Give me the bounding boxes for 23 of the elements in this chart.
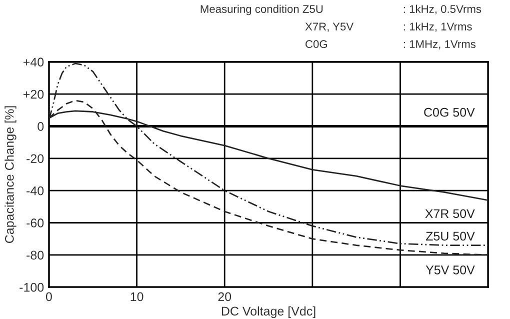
text: C0G	[306, 40, 327, 48]
y-tick-label: -20	[26, 154, 44, 164]
text: : 1kHz, 0.5Vrms	[404, 4, 482, 14]
y-tick-label: -100	[20, 282, 44, 292]
y-axis-title: Capacitance Change [%]	[4, 106, 16, 243]
y-tick-label: +20	[24, 90, 44, 99]
series-label: C0G 50V	[424, 108, 475, 117]
text: X7R, Y5V	[305, 22, 354, 32]
text: : 1MHz, 1Vrms	[404, 40, 476, 50]
series-label: X7R 50V	[425, 209, 475, 218]
x-axis-title: DC Voltage [Vdc]	[222, 306, 316, 318]
text: : 1kHz, 1Vrms	[404, 22, 472, 32]
series-label: Z5U 50V	[426, 232, 475, 241]
y-tick-label: 0	[38, 122, 44, 131]
x-tick-label: 10	[130, 292, 144, 302]
y-tick-label: -80	[26, 250, 44, 260]
x-tick-label: 20	[218, 292, 232, 302]
y-tick-label: +40	[24, 58, 44, 67]
y-tick-label: -60	[26, 218, 44, 228]
text: Measuring condition Z5U	[200, 4, 323, 16]
y-tick-label: -40	[26, 186, 44, 196]
series-label: Y5V 50V	[426, 266, 475, 274]
x-tick-label: 0	[46, 292, 52, 302]
